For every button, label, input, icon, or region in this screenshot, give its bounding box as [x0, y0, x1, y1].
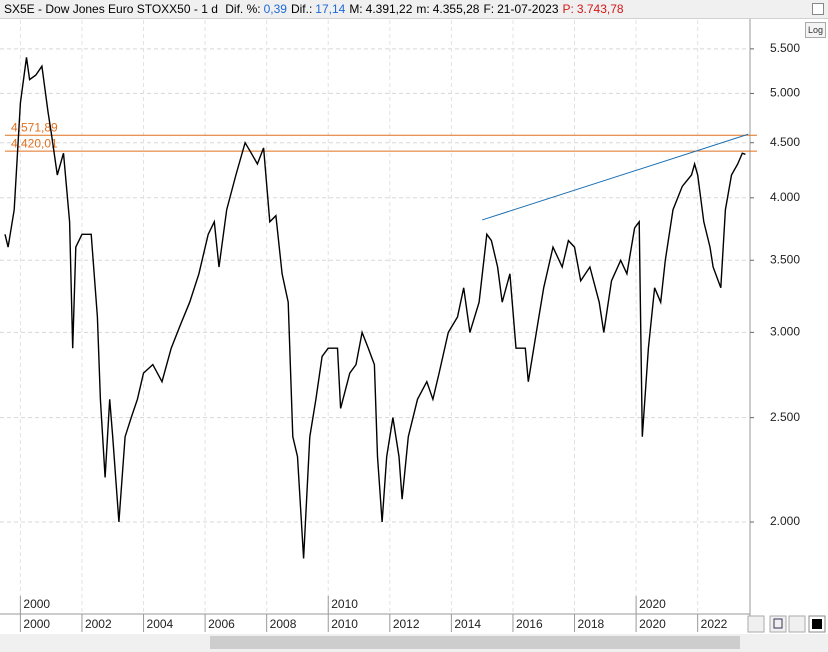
x-tick-label: 2014: [454, 617, 481, 631]
price-line: [4, 57, 746, 559]
y-tick-label: 5.500: [770, 41, 800, 55]
x-major-label: 2010: [331, 597, 358, 611]
y-tick-label: 2.500: [770, 410, 800, 424]
x-tick-label: 2002: [85, 617, 112, 631]
field-label: F:: [483, 2, 495, 16]
field-label: m:: [416, 2, 430, 16]
scroll-thumb[interactable]: [210, 636, 740, 649]
x-tick-label: 2020: [639, 617, 666, 631]
x-tick-label: 2018: [578, 617, 605, 631]
save-icon: [773, 618, 783, 629]
field-value: 4.355,28: [432, 2, 480, 16]
field-value: 3.743,78: [576, 2, 624, 16]
field-value: 0,39: [263, 2, 287, 16]
level-label: 4.571,89: [11, 120, 58, 134]
x-tick-label: 2012: [393, 617, 420, 631]
close-button[interactable]: [812, 3, 824, 15]
y-tick-label: 2.000: [770, 514, 800, 528]
trend-line: [482, 133, 749, 221]
level-label: 4.420,01: [11, 136, 58, 150]
x-tick-label: 2022: [701, 617, 728, 631]
header-bar: SX5E - Dow Jones Euro STOXX50 - 1 d Dif.…: [0, 0, 828, 19]
field-label: P:: [562, 2, 574, 16]
x-major-label: 2020: [639, 597, 666, 611]
field-value: 21-07-2023: [497, 2, 559, 16]
x-major-label: 2000: [23, 597, 50, 611]
x-tick-label: 2004: [147, 617, 174, 631]
x-tick-label: 2000: [23, 617, 50, 631]
field-value: 4.391,22: [365, 2, 413, 16]
pin-button[interactable]: [788, 615, 806, 633]
y-tick-label: 3.500: [770, 252, 800, 266]
x-tick-label: 2006: [208, 617, 235, 631]
color-swatch: [812, 619, 822, 629]
y-tick-label: 3.000: [770, 325, 800, 339]
scroll-up-button[interactable]: [747, 615, 765, 633]
symbol: SX5E - Dow Jones Euro STOXX50 - 1 d: [4, 2, 218, 16]
y-tick-label: 4.000: [770, 190, 800, 204]
field-value: 17,14: [315, 2, 346, 16]
y-tick-label: 4.500: [770, 135, 800, 149]
x-tick-label: 2016: [516, 617, 543, 631]
plot-background: [0, 19, 828, 617]
save-button[interactable]: [769, 615, 787, 633]
field-label: M:: [349, 2, 363, 16]
log-button[interactable]: Log: [805, 22, 826, 38]
x-tick-label: 2010: [331, 617, 358, 631]
field-label: Dif. %:: [225, 2, 261, 16]
y-tick-label: 5.000: [770, 86, 800, 100]
field-label: Dif.:: [290, 2, 313, 16]
x-tick-label: 2008: [270, 617, 297, 631]
